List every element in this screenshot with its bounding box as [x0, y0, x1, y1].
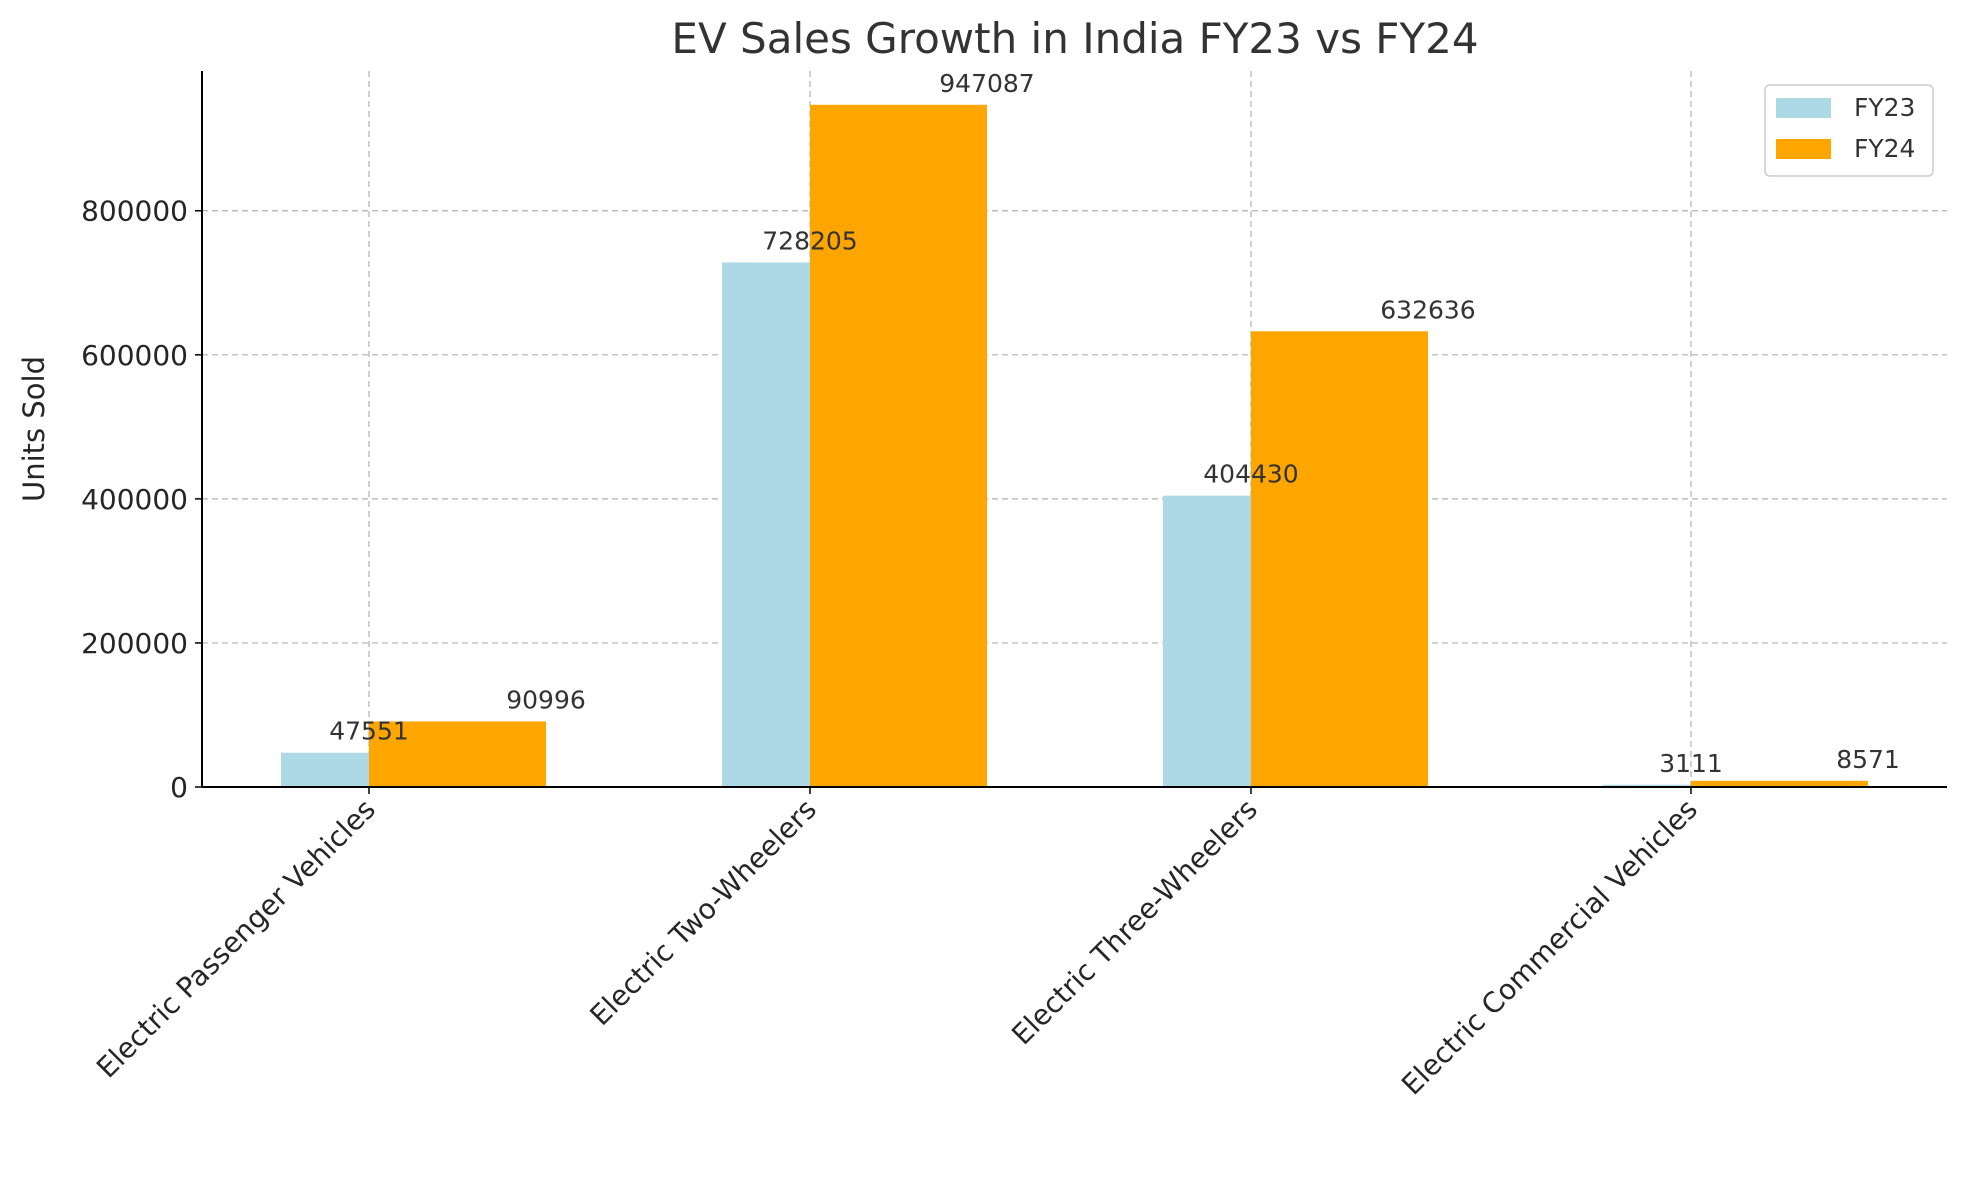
axes: 0 200000 400000 600000 800000 Electric Passen…	[81, 71, 1947, 1101]
legend: FY23 FY24	[1764, 84, 1934, 177]
y-tick-label: 200000	[81, 627, 188, 660]
legend-swatch-fy23	[1776, 98, 1831, 118]
legend-swatch-fy24	[1776, 139, 1831, 159]
y-tick-label: 600000	[81, 339, 188, 372]
y-tick-label: 0	[170, 771, 188, 804]
data-label: 47551	[329, 717, 409, 746]
data-label: 3111	[1659, 749, 1723, 778]
bar-fy23	[1603, 784, 1691, 787]
data-label: 404430	[1203, 460, 1298, 489]
legend-label: FY23	[1854, 93, 1915, 122]
y-tick-label: 800000	[81, 195, 188, 228]
bar-fy23	[722, 262, 810, 787]
data-label: 632636	[1380, 295, 1475, 324]
data-label: 947087	[939, 69, 1034, 98]
y-axis-label: Units Sold	[17, 356, 51, 502]
legend-label: FY24	[1854, 134, 1915, 163]
x-tick-label: Electric Three-Wheelers	[1005, 793, 1264, 1052]
x-tick-label: Electric Commercial Vehicles	[1395, 793, 1704, 1102]
bar-fy24	[369, 721, 546, 787]
bar-fy23	[1163, 495, 1251, 787]
chart-title: EV Sales Growth in India FY23 vs FY24	[671, 14, 1478, 63]
data-label: 8571	[1836, 745, 1900, 774]
bar-fy24	[810, 104, 987, 787]
data-labels: 47551 728205 404430 3111 90996 947087 632636 85…	[329, 69, 1900, 778]
gridlines	[202, 71, 1947, 788]
y-tick-label: 400000	[81, 483, 188, 516]
data-label: 90996	[506, 685, 586, 714]
data-label: 728205	[762, 226, 857, 255]
bar-fy24	[1251, 331, 1428, 787]
x-tick-label: Electric Two-Wheelers	[583, 793, 822, 1032]
x-tick-label: Electric Passenger Vehicles	[90, 793, 382, 1085]
bar-fy24	[1691, 780, 1868, 787]
bars	[281, 104, 1868, 787]
bar-fy23	[281, 752, 369, 787]
